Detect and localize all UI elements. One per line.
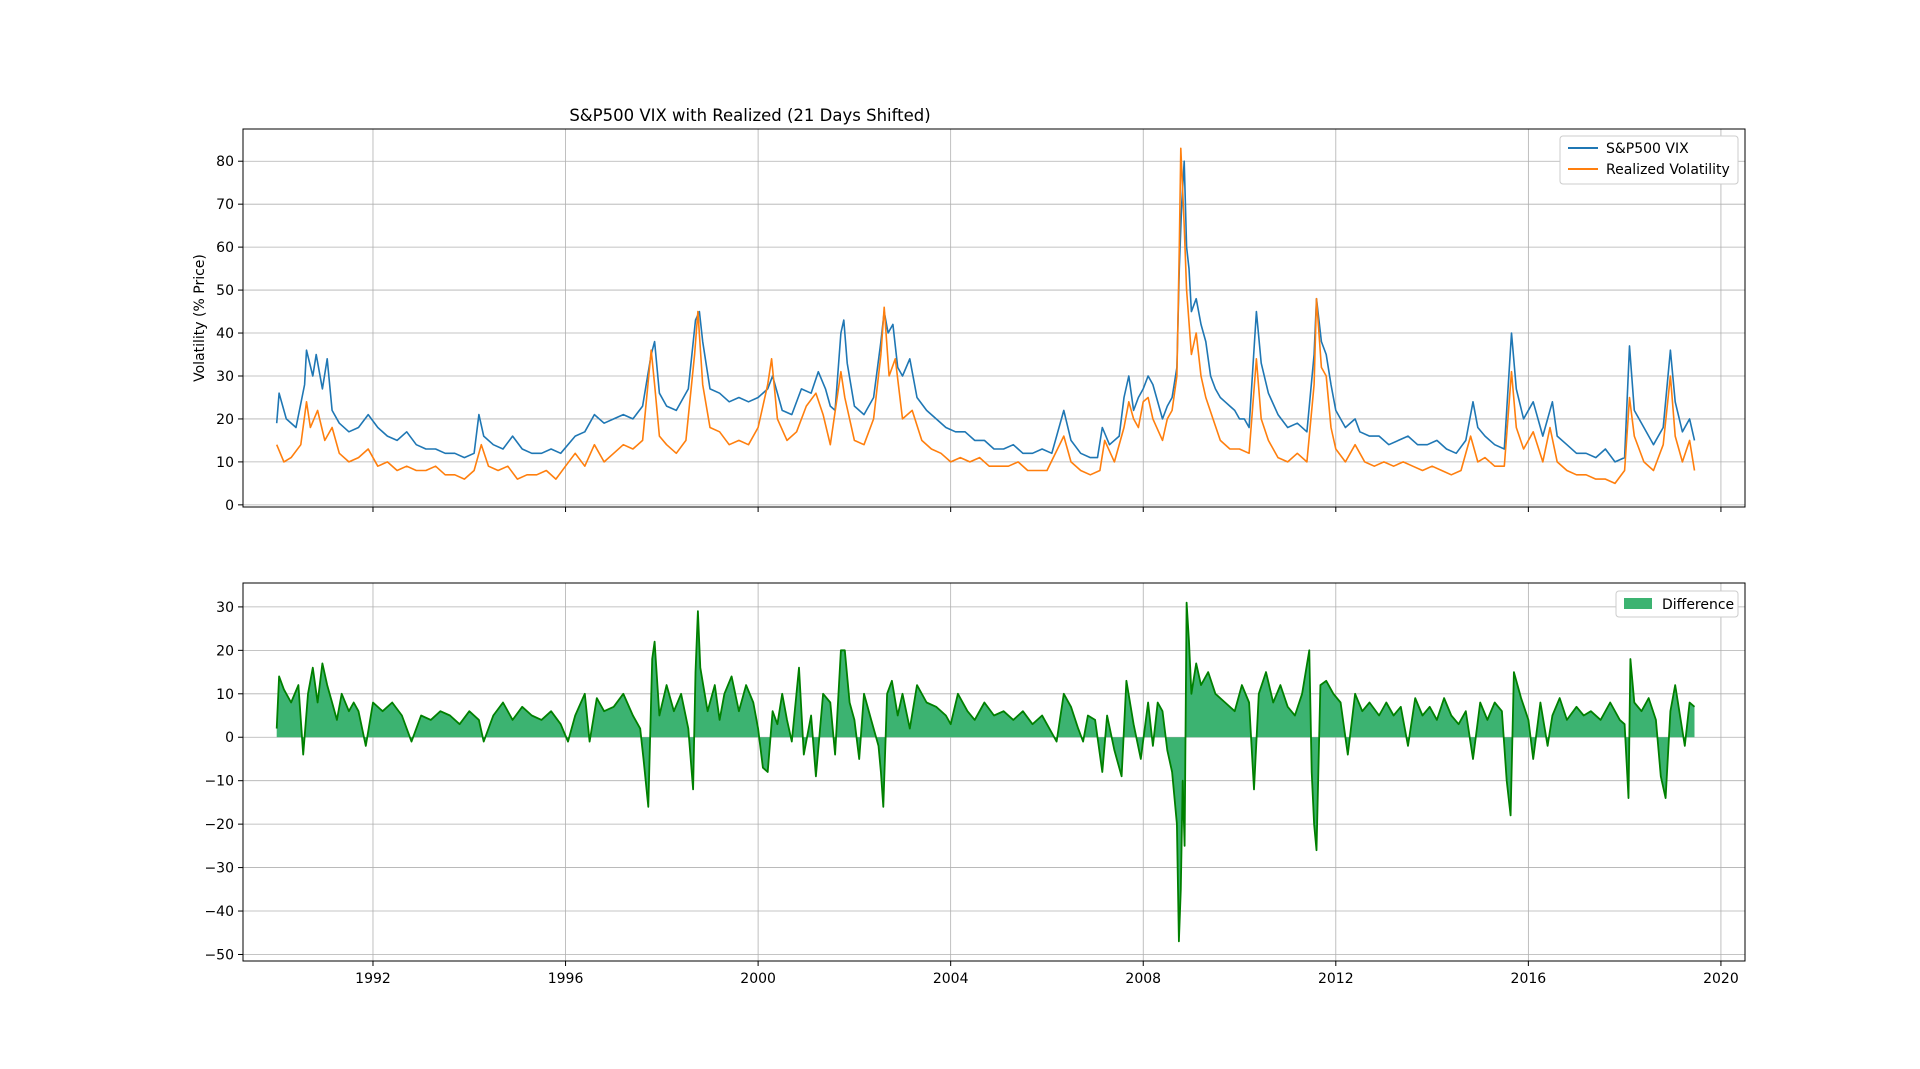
xtick-label: 1992 [355, 971, 391, 987]
legend-label-vix: S&P500 VIX [1606, 141, 1689, 157]
difference-line [275, 601, 1696, 943]
ytick-label: 70 [216, 197, 234, 213]
ytick-label: 0 [225, 498, 234, 514]
xtick-label: 2016 [1511, 971, 1547, 987]
ytick-label: 60 [216, 240, 234, 256]
xtick-label: 2000 [740, 971, 776, 987]
xtick-label: 1996 [548, 971, 584, 987]
bottom-legend-box [1615, 590, 1739, 618]
ytick-label: −20 [204, 817, 234, 833]
y-axis-label: Volatility (% Price) [192, 254, 208, 382]
ytick-label: 30 [216, 369, 234, 385]
ytick-label: 40 [216, 326, 234, 342]
xtick-label: 2008 [1125, 971, 1161, 987]
xtick-label: 2020 [1703, 971, 1739, 987]
xtick-label: 2012 [1318, 971, 1354, 987]
ytick-label: −10 [204, 774, 234, 790]
xtick-label: 2004 [933, 971, 969, 987]
ytick-label: −40 [204, 904, 234, 920]
chart-title: S&P500 VIX with Realized (21 Days Shifte… [569, 106, 930, 125]
bottom-series [275, 601, 1696, 943]
top-chart: S&P500 VIX with Realized (21 Days Shifte… [192, 106, 1746, 514]
top-legend-box [1559, 135, 1739, 185]
top-legend: S&P500 VIX Realized Volatility [1559, 135, 1739, 185]
top-xticks [372, 507, 1722, 512]
ytick-label: 0 [225, 730, 234, 746]
ytick-label: −30 [204, 861, 234, 877]
top-yticks: 0 10 20 30 40 50 60 70 80 [216, 154, 243, 514]
ytick-label: 20 [216, 643, 234, 659]
legend-label-difference: Difference [1662, 597, 1734, 613]
bottom-legend: Difference [1615, 590, 1739, 618]
series-line-realized [275, 147, 1696, 485]
ytick-label: 20 [216, 412, 234, 428]
bottom-chart: −50 −40 −30 −20 −10 0 10 20 30 1992 1996 2000 2004 2… [204, 582, 1746, 987]
ytick-label: 50 [216, 283, 234, 299]
ytick-label: 30 [216, 600, 234, 616]
legend-swatch-difference [1624, 598, 1652, 609]
top-series [275, 147, 1696, 485]
bottom-grid [243, 583, 1745, 961]
legend-label-realized: Realized Volatility [1606, 162, 1730, 178]
top-grid [243, 129, 1745, 507]
bottom-xticks: 1992 1996 2000 2004 2008 2012 2016 2020 [355, 961, 1739, 987]
bottom-plot-frame [242, 582, 1746, 962]
ytick-label: 10 [216, 455, 234, 471]
bottom-yticks: −50 −40 −30 −20 −10 0 10 20 30 [204, 600, 243, 963]
ytick-label: 80 [216, 154, 234, 170]
ytick-label: −50 [204, 947, 234, 963]
series-line-vix [275, 160, 1696, 463]
ytick-label: 10 [216, 687, 234, 703]
top-plot-frame [242, 128, 1746, 508]
